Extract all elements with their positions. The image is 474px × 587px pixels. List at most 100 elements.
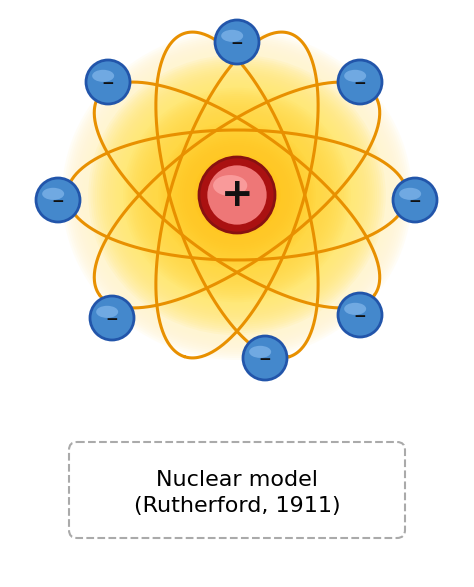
- Ellipse shape: [215, 174, 259, 215]
- Ellipse shape: [217, 177, 257, 214]
- Ellipse shape: [132, 96, 342, 294]
- Circle shape: [36, 178, 80, 222]
- Text: −: −: [259, 352, 272, 366]
- Ellipse shape: [152, 114, 322, 275]
- Ellipse shape: [110, 75, 364, 315]
- Circle shape: [86, 60, 130, 104]
- Ellipse shape: [71, 38, 403, 352]
- Circle shape: [338, 60, 382, 104]
- Ellipse shape: [156, 119, 318, 271]
- Ellipse shape: [180, 141, 294, 249]
- Ellipse shape: [149, 113, 325, 278]
- Circle shape: [90, 296, 134, 340]
- Ellipse shape: [213, 175, 247, 196]
- Ellipse shape: [103, 69, 371, 321]
- Ellipse shape: [182, 143, 292, 247]
- Ellipse shape: [75, 42, 399, 348]
- Text: −: −: [231, 35, 243, 50]
- Ellipse shape: [219, 178, 255, 211]
- Ellipse shape: [235, 193, 239, 197]
- Ellipse shape: [88, 55, 386, 335]
- Circle shape: [215, 20, 259, 64]
- Text: (Rutherford, 1911): (Rutherford, 1911): [134, 496, 340, 516]
- Ellipse shape: [399, 188, 421, 200]
- Ellipse shape: [145, 109, 329, 282]
- Ellipse shape: [130, 94, 344, 296]
- Circle shape: [393, 178, 437, 222]
- Ellipse shape: [221, 30, 243, 42]
- Ellipse shape: [226, 185, 248, 205]
- Circle shape: [199, 157, 275, 233]
- Ellipse shape: [66, 34, 408, 356]
- Ellipse shape: [187, 147, 287, 242]
- Text: −: −: [52, 194, 64, 208]
- Ellipse shape: [195, 156, 279, 234]
- Text: −: −: [409, 194, 421, 208]
- Ellipse shape: [228, 187, 246, 203]
- Ellipse shape: [97, 63, 377, 327]
- Ellipse shape: [64, 32, 410, 358]
- Ellipse shape: [80, 46, 394, 343]
- Ellipse shape: [172, 133, 302, 257]
- Text: −: −: [354, 76, 366, 90]
- Ellipse shape: [154, 117, 320, 274]
- Circle shape: [338, 293, 382, 337]
- Ellipse shape: [158, 121, 316, 269]
- Ellipse shape: [143, 106, 331, 284]
- Ellipse shape: [77, 45, 397, 346]
- Ellipse shape: [211, 170, 263, 220]
- Ellipse shape: [126, 90, 348, 300]
- FancyBboxPatch shape: [69, 442, 405, 538]
- Ellipse shape: [115, 79, 359, 311]
- Ellipse shape: [202, 162, 272, 228]
- Ellipse shape: [137, 100, 337, 290]
- Ellipse shape: [160, 123, 314, 267]
- Ellipse shape: [169, 131, 305, 259]
- Ellipse shape: [173, 135, 301, 255]
- Ellipse shape: [108, 73, 366, 317]
- Ellipse shape: [112, 77, 362, 312]
- Ellipse shape: [167, 129, 307, 261]
- Text: −: −: [106, 312, 118, 326]
- Ellipse shape: [176, 137, 298, 253]
- Ellipse shape: [184, 146, 290, 245]
- Ellipse shape: [119, 83, 355, 306]
- Ellipse shape: [189, 150, 285, 240]
- Ellipse shape: [84, 50, 390, 339]
- Ellipse shape: [213, 173, 261, 218]
- Ellipse shape: [249, 346, 271, 358]
- Ellipse shape: [134, 98, 340, 292]
- Ellipse shape: [163, 125, 311, 265]
- Ellipse shape: [224, 183, 250, 207]
- Ellipse shape: [206, 166, 268, 224]
- Ellipse shape: [92, 59, 382, 331]
- Text: −: −: [354, 309, 366, 323]
- Ellipse shape: [121, 86, 353, 304]
- Ellipse shape: [69, 36, 405, 354]
- Circle shape: [243, 336, 287, 380]
- Ellipse shape: [230, 189, 244, 201]
- Ellipse shape: [96, 306, 118, 318]
- Ellipse shape: [193, 154, 281, 236]
- Ellipse shape: [123, 87, 351, 302]
- Ellipse shape: [86, 53, 388, 338]
- Ellipse shape: [233, 191, 241, 199]
- Ellipse shape: [106, 71, 368, 319]
- Text: +: +: [221, 176, 253, 214]
- Ellipse shape: [191, 151, 283, 238]
- Ellipse shape: [117, 82, 357, 308]
- Ellipse shape: [73, 41, 401, 350]
- Ellipse shape: [99, 65, 375, 325]
- Ellipse shape: [178, 139, 296, 251]
- Ellipse shape: [209, 168, 265, 222]
- Ellipse shape: [141, 104, 333, 286]
- Ellipse shape: [222, 181, 252, 210]
- Ellipse shape: [82, 49, 392, 342]
- Ellipse shape: [91, 57, 383, 333]
- Ellipse shape: [344, 303, 366, 315]
- Ellipse shape: [95, 61, 379, 329]
- Ellipse shape: [344, 70, 366, 82]
- Circle shape: [207, 166, 267, 225]
- Ellipse shape: [165, 127, 309, 263]
- Text: Nuclear model: Nuclear model: [156, 470, 318, 490]
